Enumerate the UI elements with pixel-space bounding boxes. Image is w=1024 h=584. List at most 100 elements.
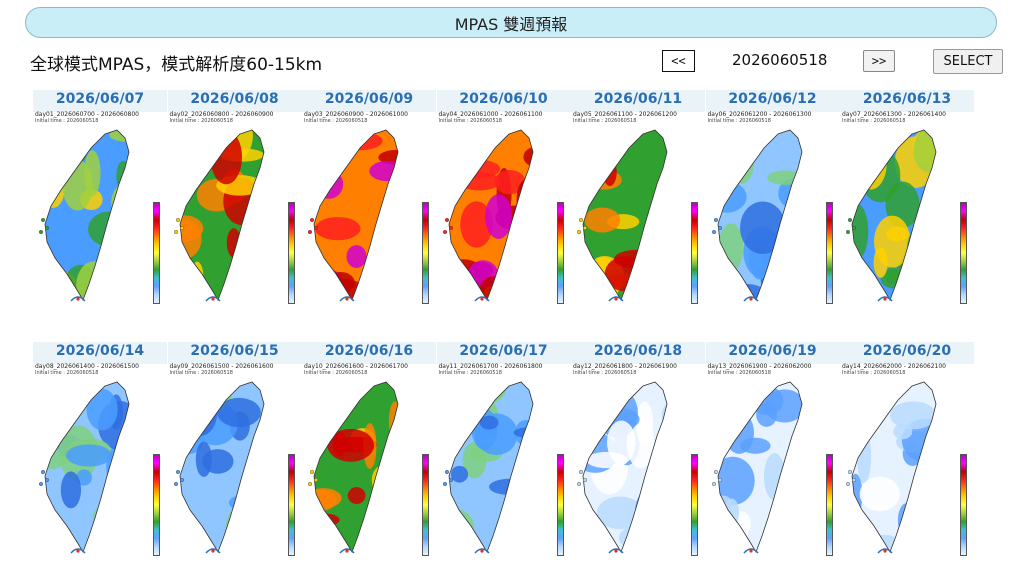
panel-init-time: Initial time : 2026060518 xyxy=(438,370,502,376)
page-title: MPAS 雙週預報 xyxy=(454,14,568,34)
panel-header xyxy=(436,342,571,364)
color-scale-bar xyxy=(691,454,698,556)
agency-logo-icon xyxy=(70,548,86,554)
panel-date: 2026/06/10 xyxy=(459,91,548,107)
panel-date: 2026/06/18 xyxy=(593,343,683,359)
color-scale-bar xyxy=(825,202,833,304)
panel-range: day01_2026060700 - 2026060800 xyxy=(35,111,139,118)
panel-date: 2026/06/12 xyxy=(728,91,817,107)
precipitation-map xyxy=(711,129,802,301)
panel-date: 2026/06/16 xyxy=(324,343,414,359)
previous-run-button[interactable]: << xyxy=(662,50,695,72)
panel-init-time: Initial time : 2026060518 xyxy=(304,118,368,124)
forecast-panel[interactable]: 2026/06/14 day08_2026061400 - 2026061500 I… xyxy=(33,342,167,564)
agency-logo-icon xyxy=(877,296,893,302)
forecast-panel[interactable]: 2026/06/19 day13_2026061900 - 2026062000 I… xyxy=(705,342,840,564)
color-scale-bar xyxy=(556,202,564,304)
panel-range: day12_2026061800 - 2026061900 xyxy=(573,363,677,370)
panel-range: day07_2026061300 - 2026061400 xyxy=(842,111,946,118)
forecast-panel[interactable]: 2026/06/09 day03_2026060900 - 2026061000 I… xyxy=(302,90,436,312)
agency-logo-icon xyxy=(742,548,759,554)
precipitation-map xyxy=(576,381,668,553)
forecast-panel[interactable]: 2026/06/15 day09_2026061500 - 2026061600 I… xyxy=(167,342,302,564)
panel-init-time: Initial time : 2026060518 xyxy=(169,370,233,376)
panel-init-time: Initial time : 2026060518 xyxy=(573,370,637,376)
forecast-panel[interactable]: 2026/06/17 day11_2026061700 - 2026061800 I… xyxy=(436,342,571,564)
panel-date: 2026/06/09 xyxy=(324,91,414,107)
panel-range: day11_2026061700 - 2026061800 xyxy=(438,363,543,370)
panel-range: day09_2026061500 - 2026061600 xyxy=(169,363,274,370)
color-scale-bar xyxy=(422,202,429,304)
panel-header xyxy=(33,342,167,364)
agency-logo-icon xyxy=(204,548,221,554)
panel-header xyxy=(436,90,571,112)
title-bar: MPAS 雙週預報 xyxy=(25,7,997,38)
precipitation-map xyxy=(576,129,668,301)
select-button[interactable]: SELECT xyxy=(933,49,1003,74)
panel-date: 2026/06/11 xyxy=(593,91,683,107)
forecast-panel[interactable]: 2026/06/08 day02_2026060800 - 2026060900 I… xyxy=(167,90,302,312)
panel-date: 2026/06/15 xyxy=(190,343,279,359)
panel-date: 2026/06/20 xyxy=(862,343,952,359)
panel-header xyxy=(33,90,167,112)
precipitation-map xyxy=(711,381,802,553)
panel-header xyxy=(302,90,436,112)
panel-init-time: Initial time : 2026060518 xyxy=(842,370,906,376)
agency-logo-icon xyxy=(70,296,86,302)
panel-init-time: Initial time : 2026060518 xyxy=(573,118,637,124)
forecast-panel[interactable]: 2026/06/18 day12_2026061800 - 2026061900 I… xyxy=(571,342,705,564)
precipitation-map xyxy=(442,129,533,301)
panel-header xyxy=(302,342,436,364)
panel-date: 2026/06/08 xyxy=(190,91,279,107)
precipitation-map xyxy=(307,129,399,301)
agency-logo-icon xyxy=(473,296,490,302)
color-scale-bar xyxy=(556,454,564,556)
precipitation-map xyxy=(173,129,264,301)
forecast-panel[interactable]: 2026/06/16 day10_2026061600 - 2026061700 I… xyxy=(302,342,436,564)
panel-header xyxy=(571,342,705,364)
color-scale-bar xyxy=(422,454,429,556)
forecast-panel[interactable]: 2026/06/20 day14_2026062000 - 2026062100 I… xyxy=(840,342,974,564)
color-scale-bar xyxy=(153,202,160,304)
panel-header xyxy=(705,342,840,364)
agency-logo-icon xyxy=(204,296,221,302)
precipitation-map xyxy=(173,381,264,553)
panel-init-time: Initial time : 2026060518 xyxy=(842,118,906,124)
panel-init-time: Initial time : 2026060518 xyxy=(707,118,771,124)
agency-logo-icon xyxy=(742,296,759,302)
panel-header xyxy=(840,90,974,112)
precipitation-map xyxy=(38,129,130,301)
color-scale-bar xyxy=(287,202,295,304)
panel-init-time: Initial time : 2026060518 xyxy=(707,370,771,376)
panel-range: day03_2026060900 - 2026061000 xyxy=(304,111,408,118)
agency-logo-icon xyxy=(339,548,355,554)
panel-range: day08_2026061400 - 2026061500 xyxy=(35,363,139,370)
panel-range: day02_2026060800 - 2026060900 xyxy=(169,111,274,118)
forecast-panel[interactable]: 2026/06/12 day06_2026061200 - 2026061300 I… xyxy=(705,90,840,312)
color-scale-bar xyxy=(825,454,833,556)
forecast-panel[interactable]: 2026/06/10 day04_2026061000 - 2026061100 I… xyxy=(436,90,571,312)
panel-init-time: Initial time : 2026060518 xyxy=(35,370,99,376)
forecast-panel[interactable]: 2026/06/07 day01_2026060700 - 2026060800 I… xyxy=(33,90,167,312)
panel-header xyxy=(167,342,302,364)
panel-init-time: Initial time : 2026060518 xyxy=(438,118,502,124)
color-scale-bar xyxy=(960,454,967,556)
next-run-button[interactable]: >> xyxy=(863,50,895,72)
panel-date: 2026/06/07 xyxy=(55,91,145,107)
current-run-label: 2026060518 xyxy=(732,51,828,69)
panel-header xyxy=(705,90,840,112)
color-scale-bar xyxy=(287,454,295,556)
forecast-panel[interactable]: 2026/06/11 day05_2026061100 - 2026061200 I… xyxy=(571,90,705,312)
color-scale-bar xyxy=(153,454,160,556)
panel-range: day06_2026061200 - 2026061300 xyxy=(707,111,812,118)
precipitation-map xyxy=(442,381,533,553)
precipitation-map xyxy=(845,381,937,553)
precipitation-map xyxy=(307,381,399,553)
agency-logo-icon xyxy=(877,548,893,554)
panel-header xyxy=(167,90,302,112)
forecast-panel[interactable]: 2026/06/13 day07_2026061300 - 2026061400 I… xyxy=(840,90,974,312)
agency-logo-icon xyxy=(339,296,355,302)
precipitation-map xyxy=(845,129,937,301)
panel-date: 2026/06/13 xyxy=(862,91,952,107)
panel-header xyxy=(571,90,705,112)
